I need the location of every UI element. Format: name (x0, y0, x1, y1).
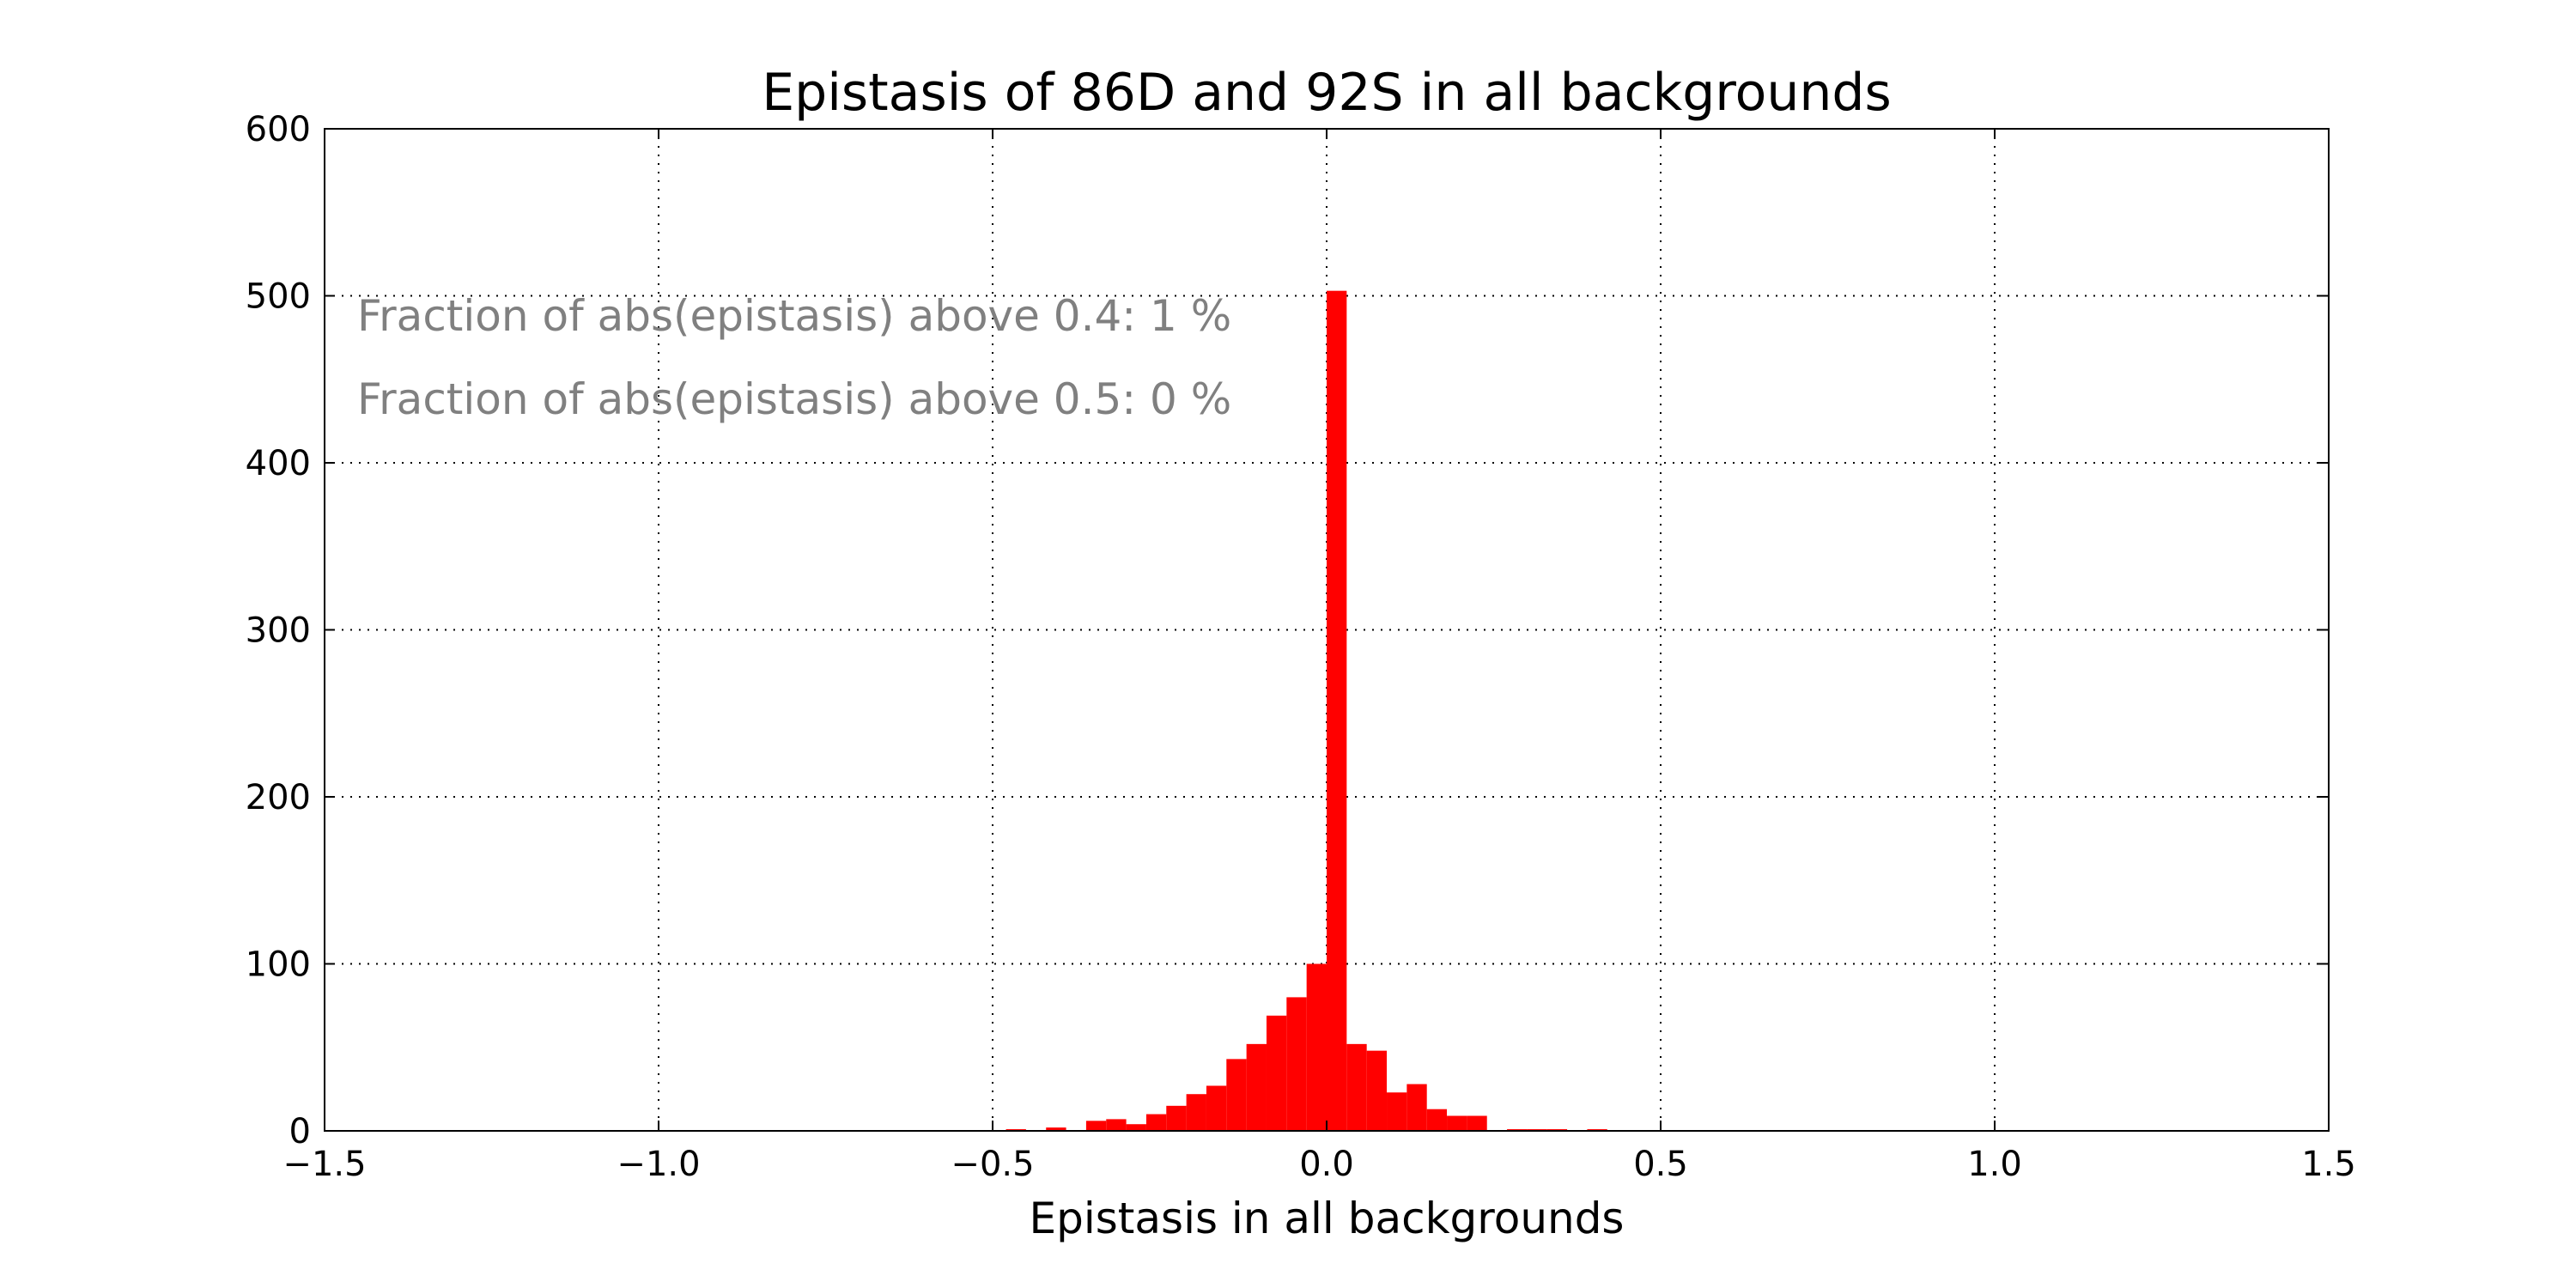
histogram-bar (1306, 963, 1327, 1131)
x-tick-label: 0.0 (1299, 1145, 1354, 1184)
x-tick-label: 0.5 (1633, 1145, 1688, 1184)
x-tick-label: −0.5 (951, 1145, 1034, 1184)
histogram-bar (1447, 1115, 1467, 1131)
y-tick-label: 200 (246, 778, 311, 817)
histogram-bar (1426, 1109, 1448, 1131)
histogram-bar (1085, 1121, 1107, 1131)
y-tick-label: 400 (246, 444, 311, 483)
y-tick-label: 300 (246, 611, 311, 651)
histogram-bar (1126, 1124, 1146, 1131)
y-tick-label: 600 (246, 110, 311, 149)
histogram-bar (1346, 1043, 1367, 1131)
chart-title: Epistasis of 86D and 92S in all backgrou… (762, 63, 1892, 123)
y-tick-label: 0 (289, 1112, 311, 1151)
histogram-bars (1005, 290, 1607, 1131)
histogram-bar (1106, 1119, 1127, 1131)
histogram-bar (1046, 1127, 1066, 1131)
x-tick-label: 1.5 (2301, 1145, 2356, 1184)
histogram-bar (1327, 290, 1347, 1131)
x-tick-label: 1.0 (1967, 1145, 2022, 1184)
x-axis-title: Epistasis in all backgrounds (1030, 1194, 1625, 1243)
histogram-bar (1366, 1050, 1388, 1131)
histogram-bar (1406, 1084, 1427, 1131)
histogram-bar (1145, 1114, 1167, 1131)
histogram-bar (1166, 1105, 1187, 1131)
histogram-bar (1286, 997, 1307, 1131)
histogram-bar (1206, 1085, 1227, 1131)
histogram-bar (1186, 1094, 1206, 1131)
tick-labels: −1.5 −1.0 −0.5 0.0 0.5 1.0 1.5 0 100 200 300 400 500… (246, 110, 2356, 1184)
histogram-bar (1246, 1043, 1267, 1131)
axis-ticks (324, 128, 2330, 1132)
histogram-bar (1226, 1059, 1247, 1131)
y-tick-label: 500 (246, 277, 311, 317)
histogram-bar (1387, 1092, 1407, 1131)
annotation-fraction-above-0-5: Fraction of abs(epistasis) above 0.5: 0 … (357, 374, 1231, 424)
histogram-bar (1266, 1015, 1287, 1131)
y-tick-label: 100 (246, 945, 311, 985)
histogram-bar (1467, 1115, 1487, 1131)
x-tick-label: −1.5 (283, 1145, 366, 1184)
annotation-fraction-above-0-4: Fraction of abs(epistasis) above 0.4: 1 … (357, 291, 1231, 341)
x-tick-label: −1.0 (617, 1145, 700, 1184)
